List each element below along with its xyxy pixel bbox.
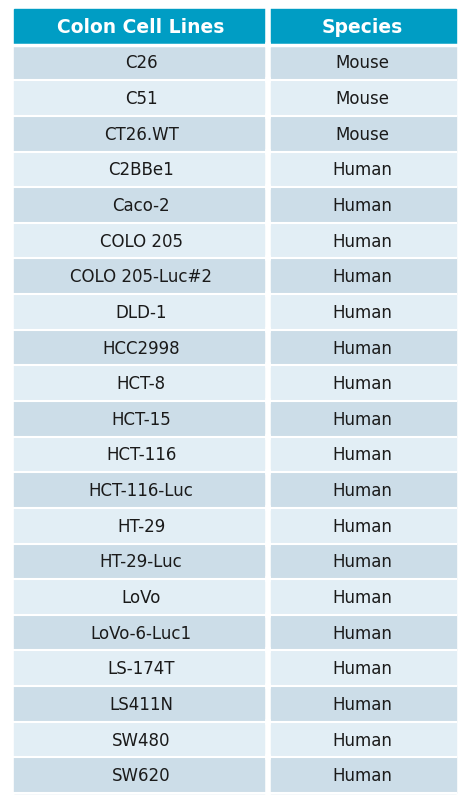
Text: Human: Human [332, 268, 392, 286]
Text: HCT-116-Luc: HCT-116-Luc [89, 482, 194, 499]
Text: Human: Human [332, 339, 392, 357]
Text: C2BBe1: C2BBe1 [108, 161, 174, 179]
Text: LoVo-6-Luc1: LoVo-6-Luc1 [91, 624, 192, 642]
Text: Human: Human [332, 446, 392, 464]
Text: C26: C26 [125, 55, 157, 72]
Bar [14, 402, 266, 437]
Text: Human: Human [332, 695, 392, 713]
Bar [270, 295, 456, 330]
Text: Human: Human [332, 410, 392, 428]
Bar [270, 508, 456, 544]
Text: Caco-2: Caco-2 [112, 197, 170, 214]
Text: COLO 205: COLO 205 [100, 232, 182, 251]
Bar [270, 116, 456, 153]
Text: Human: Human [332, 517, 392, 535]
Bar [270, 259, 456, 295]
Bar [14, 116, 266, 153]
Text: Human: Human [332, 624, 392, 642]
Text: Human: Human [332, 766, 392, 785]
Text: Human: Human [332, 304, 392, 321]
Bar [14, 757, 266, 793]
Bar [14, 687, 266, 722]
Bar [14, 437, 266, 473]
Bar [14, 650, 266, 687]
Bar [270, 153, 456, 188]
Text: COLO 205-Luc#2: COLO 205-Luc#2 [70, 268, 212, 286]
Text: Mouse: Mouse [335, 90, 389, 108]
Bar [14, 10, 266, 46]
Bar [14, 366, 266, 402]
Bar [14, 544, 266, 580]
Bar [14, 295, 266, 330]
Text: Mouse: Mouse [335, 55, 389, 72]
Text: Human: Human [332, 197, 392, 214]
Text: Human: Human [332, 731, 392, 748]
Bar [14, 722, 266, 757]
Bar [14, 153, 266, 188]
Bar [14, 259, 266, 295]
Text: Human: Human [332, 552, 392, 571]
Text: Human: Human [332, 482, 392, 499]
Bar [270, 757, 456, 793]
Bar [14, 188, 266, 223]
Text: Human: Human [332, 375, 392, 393]
Text: Human: Human [332, 232, 392, 251]
Bar [270, 650, 456, 687]
Bar [14, 81, 266, 116]
Bar [14, 473, 266, 508]
Bar [14, 330, 266, 366]
Text: Human: Human [332, 659, 392, 678]
Text: Mouse: Mouse [335, 125, 389, 144]
Text: Colon Cell Lines: Colon Cell Lines [57, 18, 225, 37]
Bar [14, 223, 266, 259]
Text: HCT-116: HCT-116 [106, 446, 176, 464]
Bar [270, 223, 456, 259]
Text: LoVo: LoVo [121, 589, 161, 606]
Text: HT-29-Luc: HT-29-Luc [100, 552, 182, 571]
Bar [270, 366, 456, 402]
Text: Species: Species [321, 18, 403, 37]
Bar [270, 10, 456, 46]
Bar [14, 46, 266, 81]
Bar [270, 687, 456, 722]
Bar [270, 437, 456, 473]
Text: CT26.WT: CT26.WT [104, 125, 179, 144]
Bar [270, 188, 456, 223]
Bar [270, 46, 456, 81]
Bar [270, 81, 456, 116]
Bar [14, 508, 266, 544]
Text: LS-174T: LS-174T [107, 659, 175, 678]
Text: LS411N: LS411N [109, 695, 173, 713]
Text: SW480: SW480 [112, 731, 170, 748]
Bar [14, 615, 266, 650]
Text: DLD-1: DLD-1 [115, 304, 167, 321]
Text: SW620: SW620 [112, 766, 171, 785]
Text: HCT-8: HCT-8 [117, 375, 165, 393]
Text: Human: Human [332, 589, 392, 606]
Text: HT-29: HT-29 [117, 517, 165, 535]
Bar [270, 473, 456, 508]
Bar [270, 580, 456, 615]
Bar [270, 544, 456, 580]
Bar [270, 615, 456, 650]
Bar [270, 722, 456, 757]
Bar [270, 402, 456, 437]
Text: C51: C51 [125, 90, 157, 108]
Bar [14, 580, 266, 615]
Text: Human: Human [332, 161, 392, 179]
Bar [270, 330, 456, 366]
Text: HCT-15: HCT-15 [111, 410, 171, 428]
Text: HCC2998: HCC2998 [102, 339, 180, 357]
